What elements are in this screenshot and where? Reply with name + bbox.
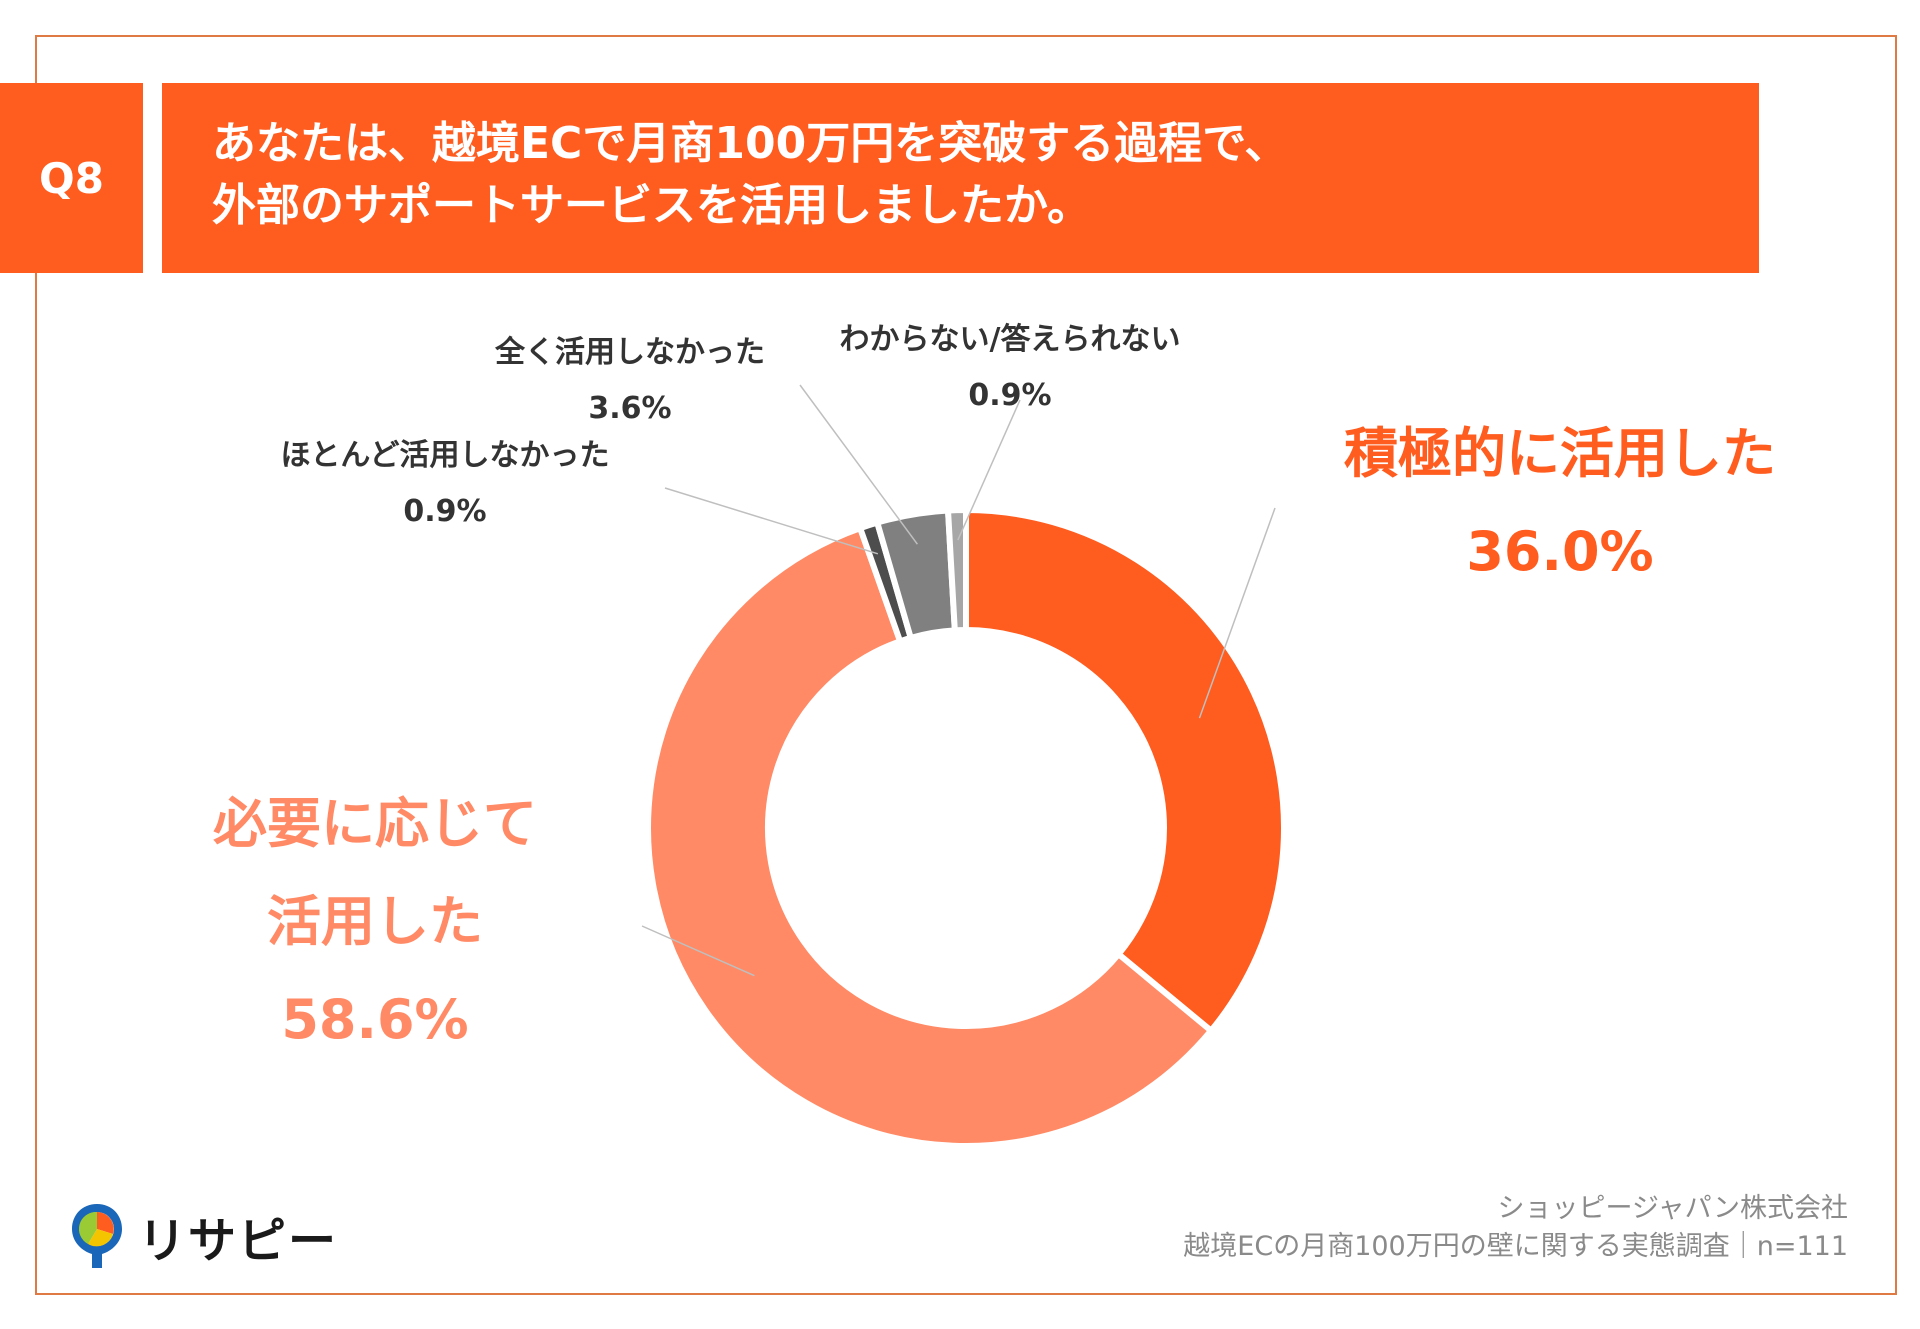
- question-badge-label: Q8: [39, 153, 104, 203]
- label-active-value: 36.0%: [1466, 520, 1654, 583]
- slice-active: [963, 506, 1287, 1035]
- label-rarely-value: 0.9%: [403, 494, 487, 529]
- label-never-name: 全く活用しなかった: [495, 335, 765, 370]
- label-as-needed: 必要に応じて 活用した 58.6%: [150, 775, 600, 1069]
- footer-company: ショッピージャパン株式会社: [1497, 1193, 1848, 1224]
- label-as-needed-name-1: 必要に応じて: [213, 792, 537, 855]
- leader-line-never: [799, 384, 918, 545]
- label-as-needed-value: 58.6%: [281, 988, 469, 1051]
- label-never-value: 3.6%: [588, 391, 672, 426]
- label-unknown: わからない/答えられない 0.9%: [810, 312, 1210, 424]
- label-as-needed-name-2: 活用した: [267, 890, 483, 953]
- question-banner: あなたは、越境ECで月商100万円を突破する過程で、 外部のサポートサービスを活…: [162, 83, 1759, 273]
- question-badge: Q8: [0, 83, 143, 273]
- leader-line-as-needed: [641, 925, 755, 977]
- pin-logo-icon: [72, 1204, 122, 1268]
- leader-line-rarely: [664, 487, 879, 555]
- footer-survey: 越境ECの月商100万円の壁に関する実態調査｜n=111: [1183, 1231, 1848, 1262]
- question-line-2: 外部のサポートサービスを活用しましたか。: [212, 180, 1092, 231]
- label-rarely: ほとんど活用しなかった 0.9%: [245, 428, 645, 540]
- label-active: 積極的に活用した 36.0%: [1300, 405, 1820, 601]
- question-line-1: あなたは、越境ECで月商100万円を突破する過程で、: [212, 118, 1289, 169]
- leader-line-unknown: [957, 399, 1021, 541]
- brand-logo: リサピー: [68, 1200, 338, 1272]
- label-active-name: 積極的に活用した: [1344, 422, 1776, 485]
- brand-logo-text: リサピー: [138, 1213, 339, 1269]
- chart-frame: [35, 35, 1897, 1295]
- label-unknown-value: 0.9%: [968, 378, 1052, 413]
- footer-source: ショッピージャパン株式会社 越境ECの月商100万円の壁に関する実態調査｜n=1…: [1183, 1190, 1848, 1266]
- label-unknown-name: わからない/答えられない: [839, 322, 1181, 357]
- slice-unknown: [944, 506, 969, 634]
- label-rarely-name: ほとんど活用しなかった: [280, 438, 610, 473]
- label-never: 全く活用しなかった 3.6%: [460, 325, 800, 437]
- leader-line-active: [1198, 507, 1276, 719]
- slice-as-needed: [645, 524, 1216, 1149]
